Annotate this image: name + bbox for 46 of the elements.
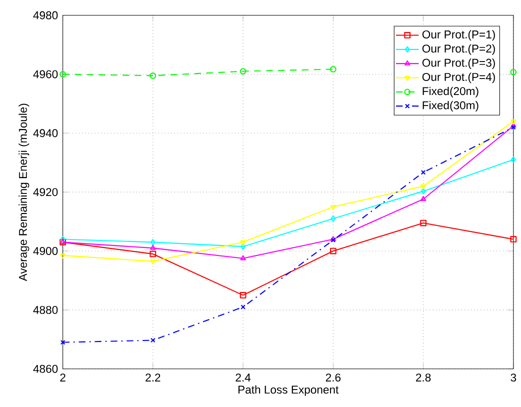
legend-label: Fixed(20m) <box>422 86 478 98</box>
legend-label: Our Prot.(P=3) <box>422 58 495 70</box>
y-tick-label: 4960 <box>33 70 58 78</box>
x-axis-title: Path Loss Exponent <box>238 385 339 396</box>
point <box>330 205 336 210</box>
y-tick-label: 4920 <box>33 188 58 196</box>
y-axis-title: Average Remaining Enerji (mJoule) <box>18 104 30 282</box>
x-tick-label: 2.6 <box>326 374 341 382</box>
x-tick-label: 2.2 <box>146 374 160 382</box>
y-tick-label: 4860 <box>33 365 58 373</box>
legend-label: Fixed(30m) <box>422 101 478 112</box>
x-tick-label: 2.8 <box>416 374 431 382</box>
y-tick-label: 4980 <box>33 11 58 20</box>
point <box>240 255 246 260</box>
y-tick-label: 4900 <box>33 247 58 256</box>
legend-label: Our Prot.(P=2) <box>422 44 495 55</box>
point <box>330 248 336 254</box>
x-tick-label: 2.4 <box>236 374 251 382</box>
point <box>510 69 517 76</box>
legend-label: Our Prot.(P=1) <box>422 30 495 41</box>
point <box>150 260 156 265</box>
point <box>60 340 66 345</box>
point <box>420 220 426 226</box>
point <box>60 71 66 78</box>
legend-label: Our Prot.(P=4) <box>422 72 495 84</box>
point <box>150 244 156 250</box>
point <box>420 170 426 175</box>
point <box>420 188 426 195</box>
x-tick-label: 2 <box>60 374 66 382</box>
y-tick-label: 4940 <box>33 129 58 138</box>
y-tick-label: 4880 <box>33 306 58 314</box>
point <box>150 239 156 246</box>
point <box>330 66 336 73</box>
x-tick-label: 3 <box>510 374 516 382</box>
point <box>420 196 426 202</box>
point <box>240 68 246 75</box>
point <box>240 292 246 299</box>
point <box>150 338 156 343</box>
point <box>150 250 156 258</box>
point <box>240 240 246 246</box>
point <box>510 236 517 243</box>
point <box>150 72 156 80</box>
point <box>240 244 246 250</box>
point <box>330 216 336 222</box>
point <box>420 184 426 190</box>
point <box>240 304 246 310</box>
